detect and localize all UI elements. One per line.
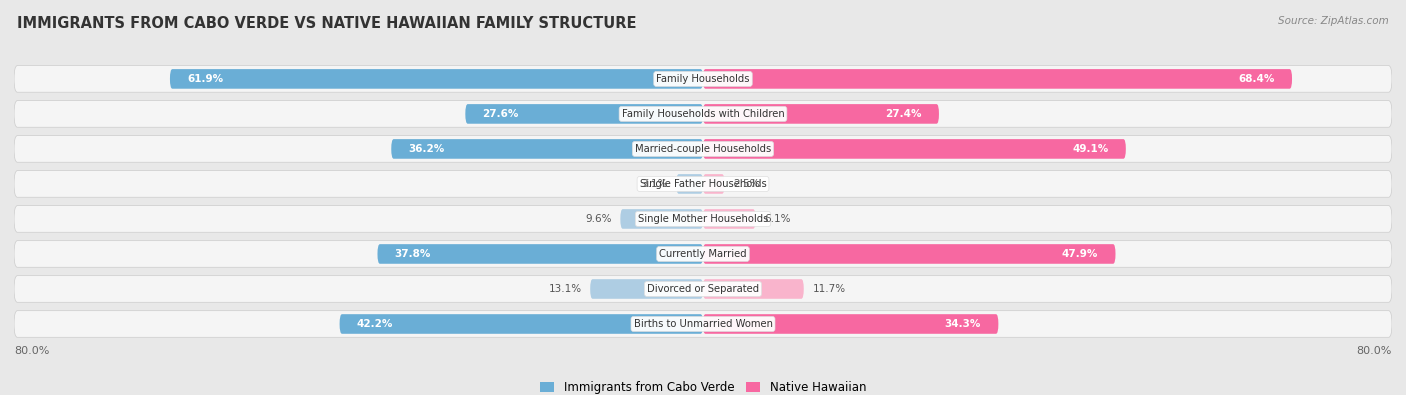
FancyBboxPatch shape <box>703 314 998 334</box>
FancyBboxPatch shape <box>703 139 1126 159</box>
FancyBboxPatch shape <box>14 135 1392 162</box>
Text: Single Father Households: Single Father Households <box>640 179 766 189</box>
FancyBboxPatch shape <box>591 279 703 299</box>
Text: 37.8%: 37.8% <box>395 249 432 259</box>
Text: 68.4%: 68.4% <box>1239 74 1275 84</box>
Text: 80.0%: 80.0% <box>14 346 49 356</box>
Text: IMMIGRANTS FROM CABO VERDE VS NATIVE HAWAIIAN FAMILY STRUCTURE: IMMIGRANTS FROM CABO VERDE VS NATIVE HAW… <box>17 16 637 31</box>
FancyBboxPatch shape <box>703 244 1115 264</box>
Text: 36.2%: 36.2% <box>409 144 444 154</box>
Text: 80.0%: 80.0% <box>1357 346 1392 356</box>
FancyBboxPatch shape <box>14 241 1392 267</box>
Text: 27.6%: 27.6% <box>482 109 519 119</box>
Text: Currently Married: Currently Married <box>659 249 747 259</box>
Text: Family Households: Family Households <box>657 74 749 84</box>
FancyBboxPatch shape <box>14 276 1392 302</box>
Text: 6.1%: 6.1% <box>763 214 790 224</box>
Text: Single Mother Households: Single Mother Households <box>638 214 768 224</box>
FancyBboxPatch shape <box>703 69 1292 89</box>
Text: 9.6%: 9.6% <box>585 214 612 224</box>
FancyBboxPatch shape <box>14 311 1392 337</box>
FancyBboxPatch shape <box>14 206 1392 232</box>
Text: Married-couple Households: Married-couple Households <box>636 144 770 154</box>
FancyBboxPatch shape <box>14 66 1392 92</box>
FancyBboxPatch shape <box>676 174 703 194</box>
Text: Source: ZipAtlas.com: Source: ZipAtlas.com <box>1278 16 1389 26</box>
Legend: Immigrants from Cabo Verde, Native Hawaiian: Immigrants from Cabo Verde, Native Hawai… <box>536 376 870 395</box>
FancyBboxPatch shape <box>620 209 703 229</box>
FancyBboxPatch shape <box>14 101 1392 127</box>
FancyBboxPatch shape <box>703 104 939 124</box>
Text: 61.9%: 61.9% <box>187 74 224 84</box>
FancyBboxPatch shape <box>703 174 724 194</box>
Text: 3.1%: 3.1% <box>641 179 668 189</box>
Text: 42.2%: 42.2% <box>357 319 394 329</box>
Text: Births to Unmarried Women: Births to Unmarried Women <box>634 319 772 329</box>
Text: 47.9%: 47.9% <box>1062 249 1098 259</box>
Text: 27.4%: 27.4% <box>886 109 922 119</box>
FancyBboxPatch shape <box>170 69 703 89</box>
FancyBboxPatch shape <box>703 279 804 299</box>
FancyBboxPatch shape <box>340 314 703 334</box>
Text: 13.1%: 13.1% <box>548 284 582 294</box>
FancyBboxPatch shape <box>14 171 1392 197</box>
FancyBboxPatch shape <box>465 104 703 124</box>
FancyBboxPatch shape <box>377 244 703 264</box>
Text: 34.3%: 34.3% <box>945 319 981 329</box>
FancyBboxPatch shape <box>391 139 703 159</box>
FancyBboxPatch shape <box>703 209 755 229</box>
Text: Divorced or Separated: Divorced or Separated <box>647 284 759 294</box>
Text: Family Households with Children: Family Households with Children <box>621 109 785 119</box>
Text: 49.1%: 49.1% <box>1073 144 1108 154</box>
Text: 2.5%: 2.5% <box>733 179 759 189</box>
Text: 11.7%: 11.7% <box>813 284 845 294</box>
